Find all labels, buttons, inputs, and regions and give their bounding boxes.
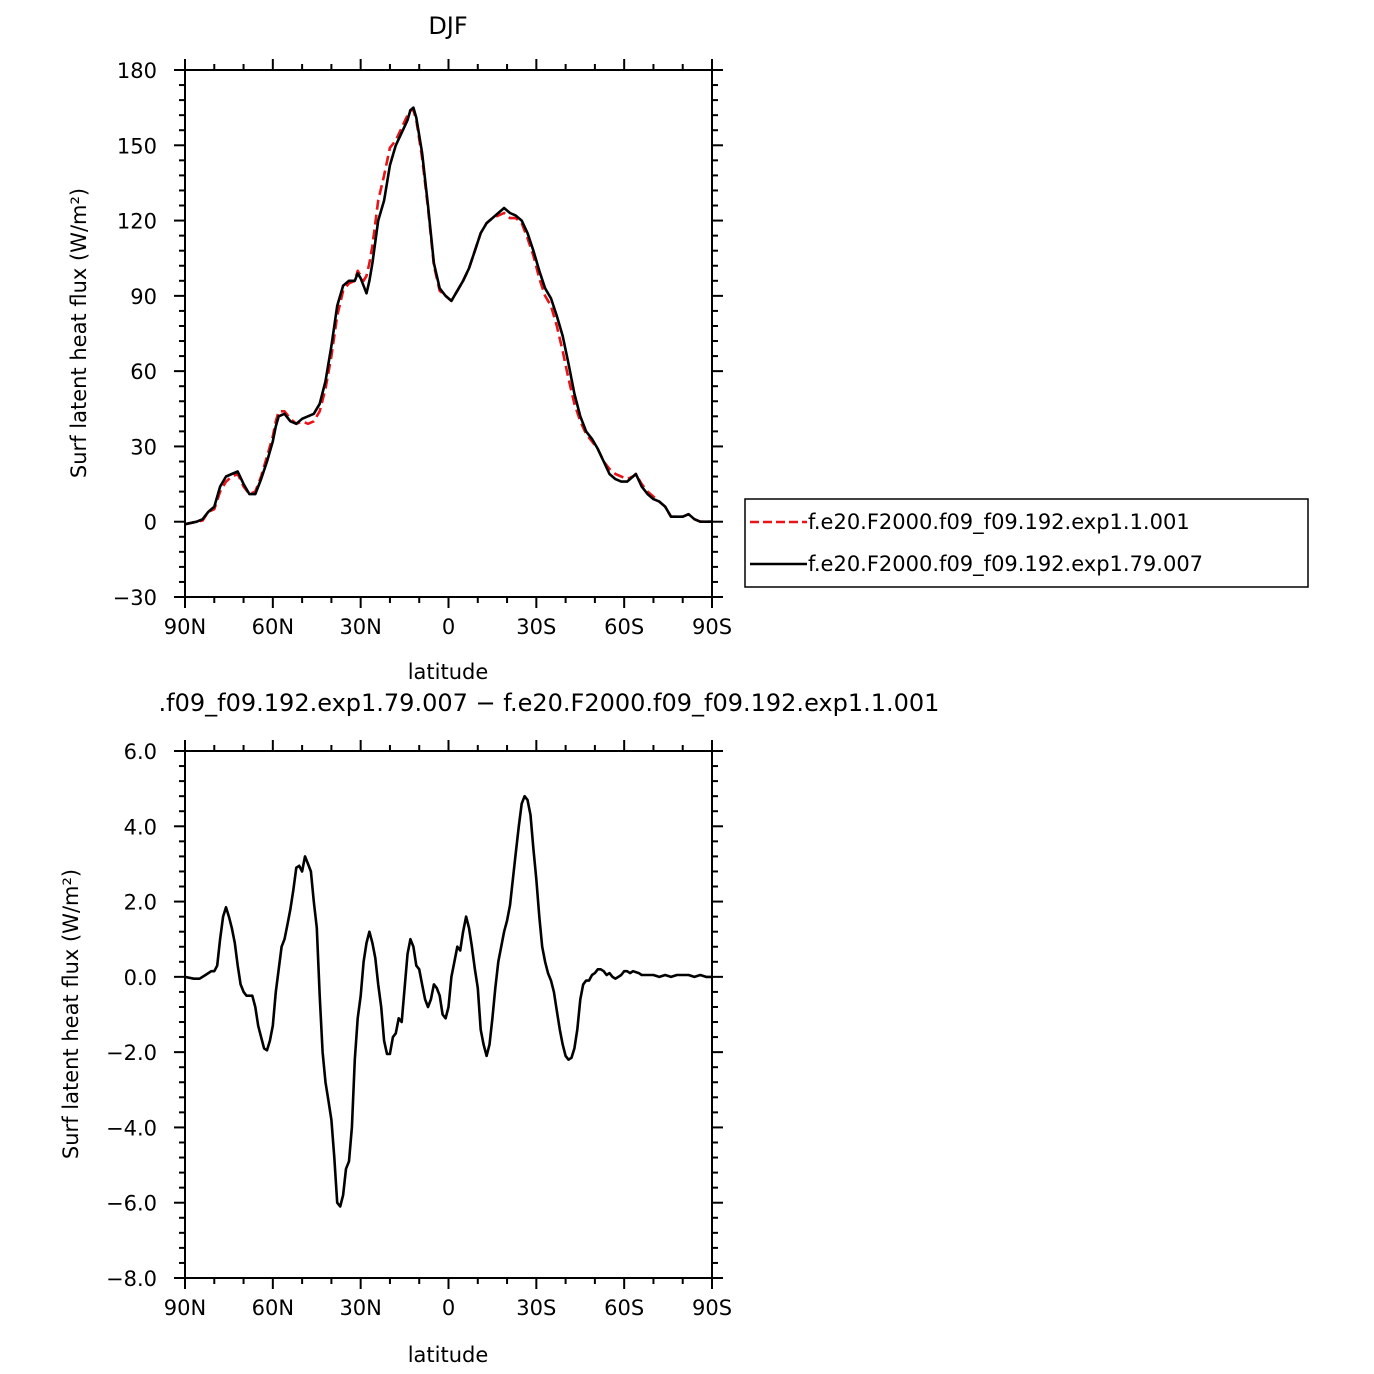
- bottom-chart-ticks: 90N 60N 30N 0 30S 60S 90S −8.0 −6.0 −4.0 −2.0 0.0 2.…: [106, 740, 732, 1320]
- top-series-line-1: [184, 108, 712, 526]
- bottom-y-tick-label: −8.0: [106, 1267, 157, 1291]
- top-chart-series: [184, 106, 712, 526]
- top-x-tick-label: 30N: [339, 615, 381, 639]
- legend-box: [744, 498, 1309, 588]
- top-x-tick-label: 60N: [252, 615, 294, 639]
- bottom-y-tick-label: 0.0: [124, 966, 157, 990]
- bottom-chart-frame: [184, 750, 713, 1279]
- bottom-x-tick-label: 0: [442, 1296, 455, 1320]
- top-series-line-2: [184, 106, 712, 526]
- bottom-chart-ylabel: Surf latent heat flux (W/m²): [59, 869, 83, 1159]
- bottom-x-tick-label: 30S: [516, 1296, 556, 1320]
- bottom-chart-xlabel: latitude: [408, 1343, 489, 1367]
- bottom-x-tick-label: 60N: [252, 1296, 294, 1320]
- bottom-chart-title: .f09_f09.192.exp1.79.007 − f.e20.F2000.f…: [159, 689, 940, 717]
- bottom-chart: .f09_f09.192.exp1.79.007 − f.e20.F2000.f…: [59, 689, 939, 1367]
- top-chart-title: DJF: [428, 12, 467, 40]
- top-y-tick-label: −30: [113, 586, 157, 610]
- bottom-y-tick-label: 4.0: [124, 815, 157, 839]
- top-y-tick-label: 0: [144, 511, 157, 535]
- top-chart: DJF 90N 60N 30N 0 30S 60S 90S −30 0 30 60 90 120 150 1…: [67, 12, 732, 684]
- bottom-y-tick-label: −4.0: [106, 1116, 157, 1140]
- bottom-chart-series: [184, 794, 712, 1208]
- bottom-y-tick-label: −2.0: [106, 1041, 157, 1065]
- bottom-y-tick-label: 2.0: [124, 891, 157, 915]
- top-chart-legend: f.e20.F2000.f09_f09.192.exp1.1.001 f.e20…: [744, 498, 1309, 588]
- legend-entry-2: f.e20.F2000.f09_f09.192.exp1.79.007: [808, 552, 1203, 577]
- top-chart-ylabel: Surf latent heat flux (W/m²): [67, 188, 91, 478]
- top-y-tick-label: 180: [117, 59, 157, 83]
- top-x-tick-label: 90N: [164, 615, 206, 639]
- top-y-tick-label: 120: [117, 210, 157, 234]
- top-y-tick-label: 60: [130, 360, 157, 384]
- bottom-x-tick-label: 30N: [339, 1296, 381, 1320]
- bottom-series-line-1: [184, 794, 712, 1208]
- bottom-y-tick-label: −6.0: [106, 1192, 157, 1216]
- bottom-x-tick-label: 90N: [164, 1296, 206, 1320]
- top-y-tick-label: 30: [130, 435, 157, 459]
- bottom-y-tick-label: 6.0: [124, 740, 157, 764]
- bottom-x-tick-label: 90S: [692, 1296, 732, 1320]
- legend-entry-1: f.e20.F2000.f09_f09.192.exp1.1.001: [808, 510, 1190, 535]
- top-x-tick-label: 60S: [604, 615, 644, 639]
- top-chart-frame: [184, 69, 713, 598]
- top-y-tick-label: 90: [130, 285, 157, 309]
- bottom-x-tick-label: 60S: [604, 1296, 644, 1320]
- top-chart-ticks: 90N 60N 30N 0 30S 60S 90S −30 0 30 60 90 120 150 180: [113, 59, 732, 639]
- top-y-tick-label: 150: [117, 134, 157, 158]
- top-x-tick-label: 30S: [516, 615, 556, 639]
- top-chart-xlabel: latitude: [408, 660, 489, 684]
- top-x-tick-label: 0: [442, 615, 455, 639]
- top-x-tick-label: 90S: [692, 615, 732, 639]
